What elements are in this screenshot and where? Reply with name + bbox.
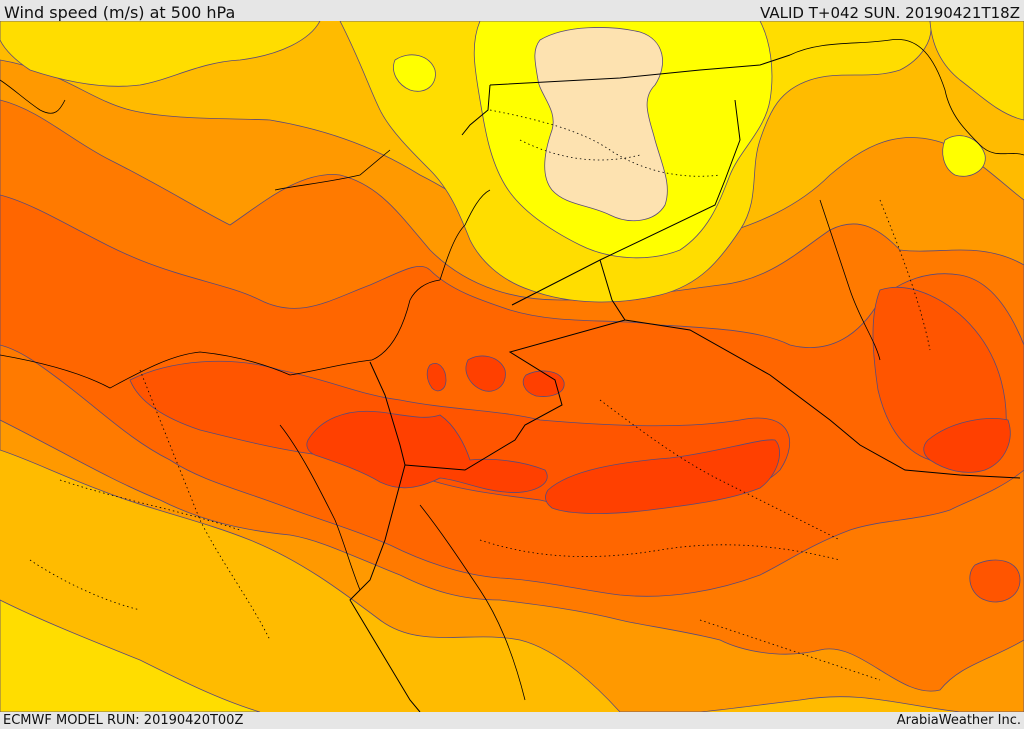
band-45-core-e	[923, 418, 1011, 473]
band-45-core-d	[522, 370, 565, 397]
wind-speed-map	[0, 21, 1024, 712]
band-5	[534, 27, 668, 222]
map-canvas	[0, 21, 1024, 712]
coastlines	[0, 38, 1024, 701]
band-15-southwest	[0, 599, 261, 712]
band-40-core-c	[969, 559, 1021, 603]
band-45-core-c	[465, 355, 506, 392]
band-45-core-a	[306, 410, 548, 493]
band-15-east	[929, 21, 1024, 121]
map-title: Wind speed (m/s) at 500 hPa	[4, 3, 236, 22]
band-15-west	[0, 21, 321, 87]
model-run-label: ECMWF MODEL RUN: 20190420T00Z	[3, 713, 244, 728]
header-bar: Wind speed (m/s) at 500 hPa VALID T+042 …	[0, 0, 1024, 22]
footer-bar: ECMWF MODEL RUN: 20190420T00Z ArabiaWeat…	[0, 712, 1024, 729]
political-borders	[349, 54, 1021, 712]
valid-time: VALID T+042 SUN. 20190421T18Z	[760, 4, 1020, 22]
dotted-boundaries	[29, 109, 931, 681]
band-45-core-b	[544, 439, 780, 514]
credit-label: ArabiaWeather Inc.	[896, 713, 1021, 728]
band-10-small-b	[942, 135, 986, 177]
band-45-core-f	[426, 363, 447, 392]
band-10-small-a	[393, 54, 436, 92]
